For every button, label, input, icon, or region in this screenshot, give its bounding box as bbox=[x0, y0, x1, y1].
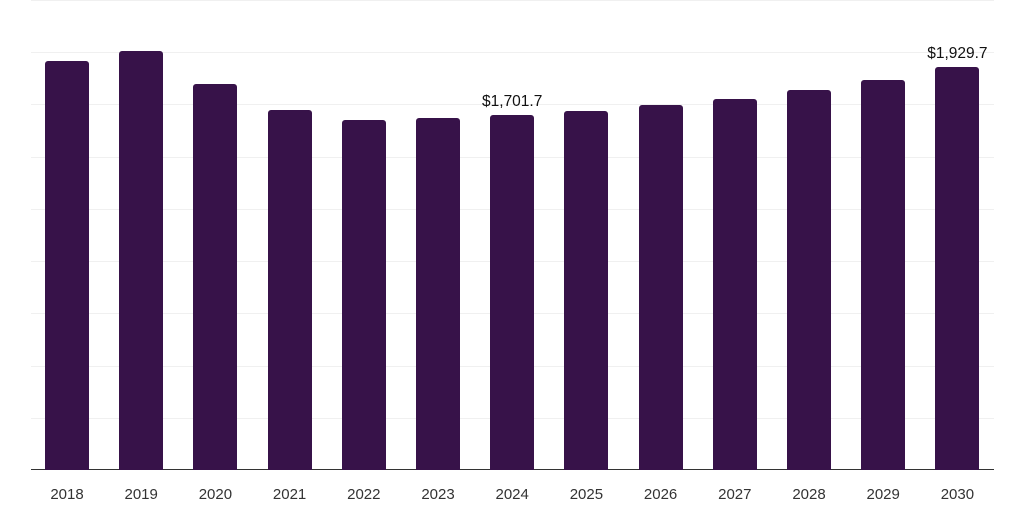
bar-2020[interactable] bbox=[193, 83, 238, 470]
x-tick-label: 2019 bbox=[124, 486, 158, 503]
x-tick-label: 2024 bbox=[495, 486, 529, 503]
bar-2027[interactable] bbox=[712, 98, 757, 470]
x-tick-label: 2021 bbox=[272, 486, 307, 503]
x-tick-label: 2025 bbox=[569, 486, 604, 503]
x-tick-label: 2023 bbox=[421, 486, 455, 503]
bar-2028[interactable] bbox=[787, 89, 831, 470]
bar-2029[interactable] bbox=[861, 79, 906, 470]
bar-2025[interactable] bbox=[564, 110, 609, 470]
x-tick-label: 2027 bbox=[718, 486, 752, 503]
bar-2024[interactable] bbox=[490, 114, 535, 470]
bar-2026[interactable] bbox=[638, 104, 683, 470]
gridline bbox=[31, 104, 994, 105]
x-tick-label: 2026 bbox=[643, 486, 678, 503]
bar-2018[interactable] bbox=[45, 60, 89, 470]
gridline bbox=[31, 0, 994, 1]
x-tick-label: 2018 bbox=[50, 486, 84, 503]
bar-2021[interactable] bbox=[267, 109, 312, 470]
x-tick-label: 2030 bbox=[940, 486, 975, 503]
data-label: $1,701.7 bbox=[482, 92, 543, 110]
bar-2019[interactable] bbox=[119, 50, 164, 470]
bar-2023[interactable] bbox=[416, 117, 460, 470]
gridline bbox=[31, 52, 994, 53]
bar-2022[interactable] bbox=[341, 119, 386, 470]
x-tick-label: 2020 bbox=[198, 486, 233, 503]
data-label: $1,929.7 bbox=[927, 44, 988, 62]
bar-2030[interactable] bbox=[935, 66, 980, 470]
x-tick-label: 2029 bbox=[866, 486, 900, 503]
x-tick-label: 2022 bbox=[347, 486, 381, 503]
x-tick-label: 2028 bbox=[792, 486, 826, 503]
